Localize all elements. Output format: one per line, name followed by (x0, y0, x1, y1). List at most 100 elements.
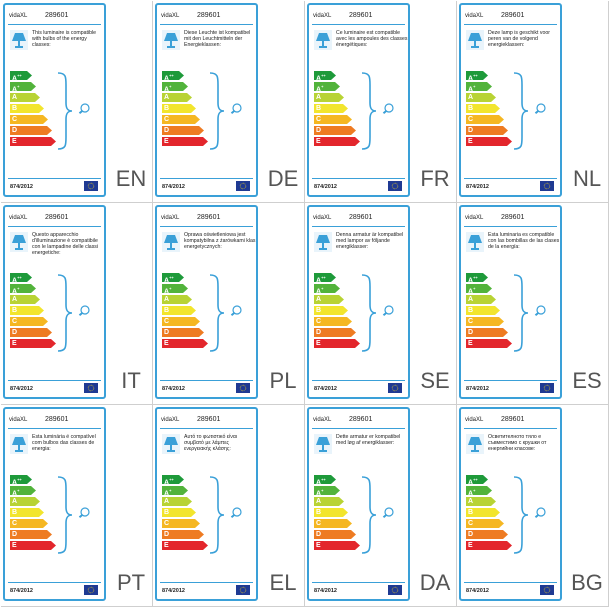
compatibility-text: Denna armatur är kompatibel med lampor a… (336, 232, 404, 250)
energy-label: vidaXL 289601 Осветителното тяло е съвмест… (459, 407, 562, 601)
lamp-icon (10, 30, 28, 50)
energy-class-bar: B (466, 508, 500, 517)
energy-class-letter: A++ (316, 477, 326, 487)
brand-name: vidaXL (313, 417, 332, 423)
brand-name: vidaXL (161, 215, 180, 221)
eu-flag-icon (84, 383, 98, 393)
energy-class-letter: D (12, 531, 18, 538)
compatibility-text: Dette armatur er kompatibel med løg af e… (336, 434, 401, 446)
divider (8, 428, 101, 429)
energy-class-bar: A++ (10, 71, 32, 80)
energy-class-letter: B (468, 105, 474, 112)
brand-name: vidaXL (465, 417, 484, 423)
energy-class-letter: B (164, 105, 170, 112)
brace-icon (207, 475, 227, 555)
lamp-icon (466, 30, 484, 50)
brand-name: vidaXL (313, 215, 332, 221)
label-cell-da: vidaXL 289601 Dette armatur er kompatibel … (305, 405, 457, 607)
brace-icon (55, 475, 75, 555)
eu-flag-icon (540, 181, 554, 191)
regulation-number: 874/2012 (10, 184, 33, 190)
energy-class-letter: C (12, 318, 18, 325)
energy-class-bar: A++ (466, 273, 488, 282)
energy-class-bar: C (162, 519, 200, 528)
energy-class-letter: D (164, 329, 170, 336)
label-cell-el: vidaXL 289601 Αυτό το φωτιστικό είναι συμβ… (153, 405, 305, 607)
model-number: 289601 (45, 214, 69, 221)
energy-class-bar: D (314, 530, 356, 539)
compatibility-text: Esta luminaria es compatible con las bom… (488, 232, 560, 250)
bulb-icon (229, 304, 243, 318)
energy-class-letter: B (316, 105, 322, 112)
energy-class-bar: C (10, 519, 48, 528)
energy-class-letter: A++ (164, 73, 174, 83)
energy-class-letter: E (164, 542, 169, 549)
energy-class-bar: A (466, 497, 496, 506)
energy-class-letter: C (164, 520, 170, 527)
energy-label: vidaXL 289601 This luminaire is compatible… (3, 3, 106, 197)
model-number: 289601 (501, 214, 525, 221)
bulb-icon (381, 506, 395, 520)
energy-class-bar: C (314, 317, 352, 326)
compatibility-text: Ce luminaire est compatible avec les amp… (336, 30, 408, 48)
energy-class-letter: D (164, 531, 170, 538)
energy-class-letter: A+ (164, 286, 172, 296)
eu-flag-icon (236, 585, 250, 595)
energy-class-bar: E (10, 339, 56, 348)
energy-label: vidaXL 289601 Αυτό το φωτιστικό είναι συμβ… (155, 407, 258, 601)
energy-class-bar: A (162, 93, 192, 102)
energy-class-letter: E (164, 340, 169, 347)
energy-class-letter: A (468, 498, 474, 505)
energy-class-letter: A++ (468, 477, 478, 487)
energy-class-letter: A+ (316, 84, 324, 94)
energy-class-letter: A+ (12, 488, 20, 498)
energy-class-letter: E (468, 340, 473, 347)
energy-class-letter: E (468, 542, 473, 549)
label-cell-it: vidaXL 289601 Questo apparecchio d'illumin… (1, 203, 153, 405)
energy-class-bar: E (314, 339, 360, 348)
energy-class-bar: E (162, 339, 208, 348)
lamp-icon (162, 434, 180, 454)
regulation-number: 874/2012 (314, 184, 337, 190)
eu-flag-icon (388, 181, 402, 191)
language-code: IT (121, 368, 141, 393)
brand-name: vidaXL (9, 417, 28, 423)
energy-class-bar: D (162, 126, 204, 135)
language-code: NL (572, 166, 602, 191)
energy-class-letter: A++ (12, 275, 22, 285)
divider (464, 178, 557, 179)
eu-flag-icon (84, 585, 98, 595)
divider (312, 428, 405, 429)
energy-label: vidaXL 289601 Ce luminaire est compatible … (307, 3, 410, 197)
energy-class-letter: E (468, 138, 473, 145)
energy-class-letter: D (316, 329, 322, 336)
energy-class-bar: E (466, 137, 512, 146)
energy-class-bar: A (314, 93, 344, 102)
energy-class-bar: A++ (10, 475, 32, 484)
brace-icon (511, 273, 531, 353)
energy-class-bar: E (466, 541, 512, 550)
model-number: 289601 (197, 416, 221, 423)
energy-class-bar: A+ (466, 486, 492, 495)
language-code: BG (571, 570, 603, 595)
energy-class-bar: C (466, 317, 504, 326)
energy-class-bar: A+ (466, 82, 492, 91)
energy-class-letter: B (12, 307, 18, 314)
energy-class-letter: D (12, 127, 18, 134)
energy-class-bar: A (10, 93, 40, 102)
energy-class-bar: D (10, 328, 52, 337)
bulb-icon (533, 506, 547, 520)
energy-class-letter: B (316, 307, 322, 314)
divider (464, 226, 557, 227)
lamp-icon (10, 232, 28, 252)
regulation-number: 874/2012 (314, 386, 337, 392)
energy-class-bar: B (314, 306, 348, 315)
energy-class-bar: E (10, 541, 56, 550)
divider (160, 428, 253, 429)
bulb-icon (77, 506, 91, 520)
energy-class-bar: C (10, 115, 48, 124)
lamp-icon (314, 232, 332, 252)
energy-class-letter: A (12, 498, 18, 505)
energy-class-bar: A+ (314, 82, 340, 91)
divider (8, 380, 101, 381)
